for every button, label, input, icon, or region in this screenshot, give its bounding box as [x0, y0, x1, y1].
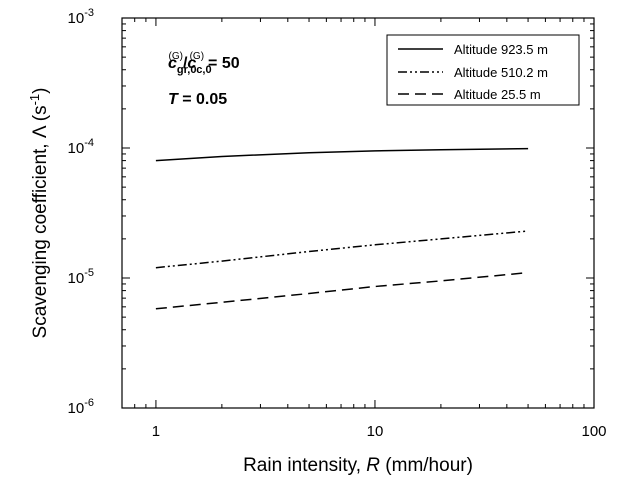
tick-labels: 1 10 100 10-6 10-5 10-4 10-3	[68, 7, 607, 440]
x-tick-label: 10	[367, 423, 384, 440]
series-line-1	[155, 230, 529, 269]
y-axis-title: Scavenging coefficient, Λ (s-1)	[27, 88, 51, 339]
legend-label-25: Altitude 25.5 m	[454, 87, 541, 102]
ratio-annotation: cgr,0(G)/cc,0(G) = 50	[168, 51, 240, 76]
series-line-0	[155, 147, 529, 162]
t-annotation: T = 0.05	[168, 91, 227, 108]
series-line-2	[155, 271, 529, 310]
x-axis-title: Rain intensity, R (mm/hour)	[243, 455, 473, 476]
axis-ticks	[121, 17, 594, 409]
y-tick-label: 10-4	[68, 137, 94, 157]
legend-label-510: Altitude 510.2 m	[454, 65, 548, 80]
y-tick-label: 10-3	[68, 7, 94, 27]
y-tick-label: 10-5	[68, 267, 94, 287]
legend-label-923: Altitude 923.5 m	[454, 42, 548, 57]
legend: Altitude 923.5 m Altitude 510.2 m Altitu…	[386, 34, 580, 106]
y-tick-label: 10-6	[68, 397, 94, 417]
x-tick-label: 100	[581, 423, 606, 440]
plot-frame	[121, 17, 595, 409]
x-tick-label: 1	[152, 423, 160, 440]
series-lines	[155, 147, 529, 310]
